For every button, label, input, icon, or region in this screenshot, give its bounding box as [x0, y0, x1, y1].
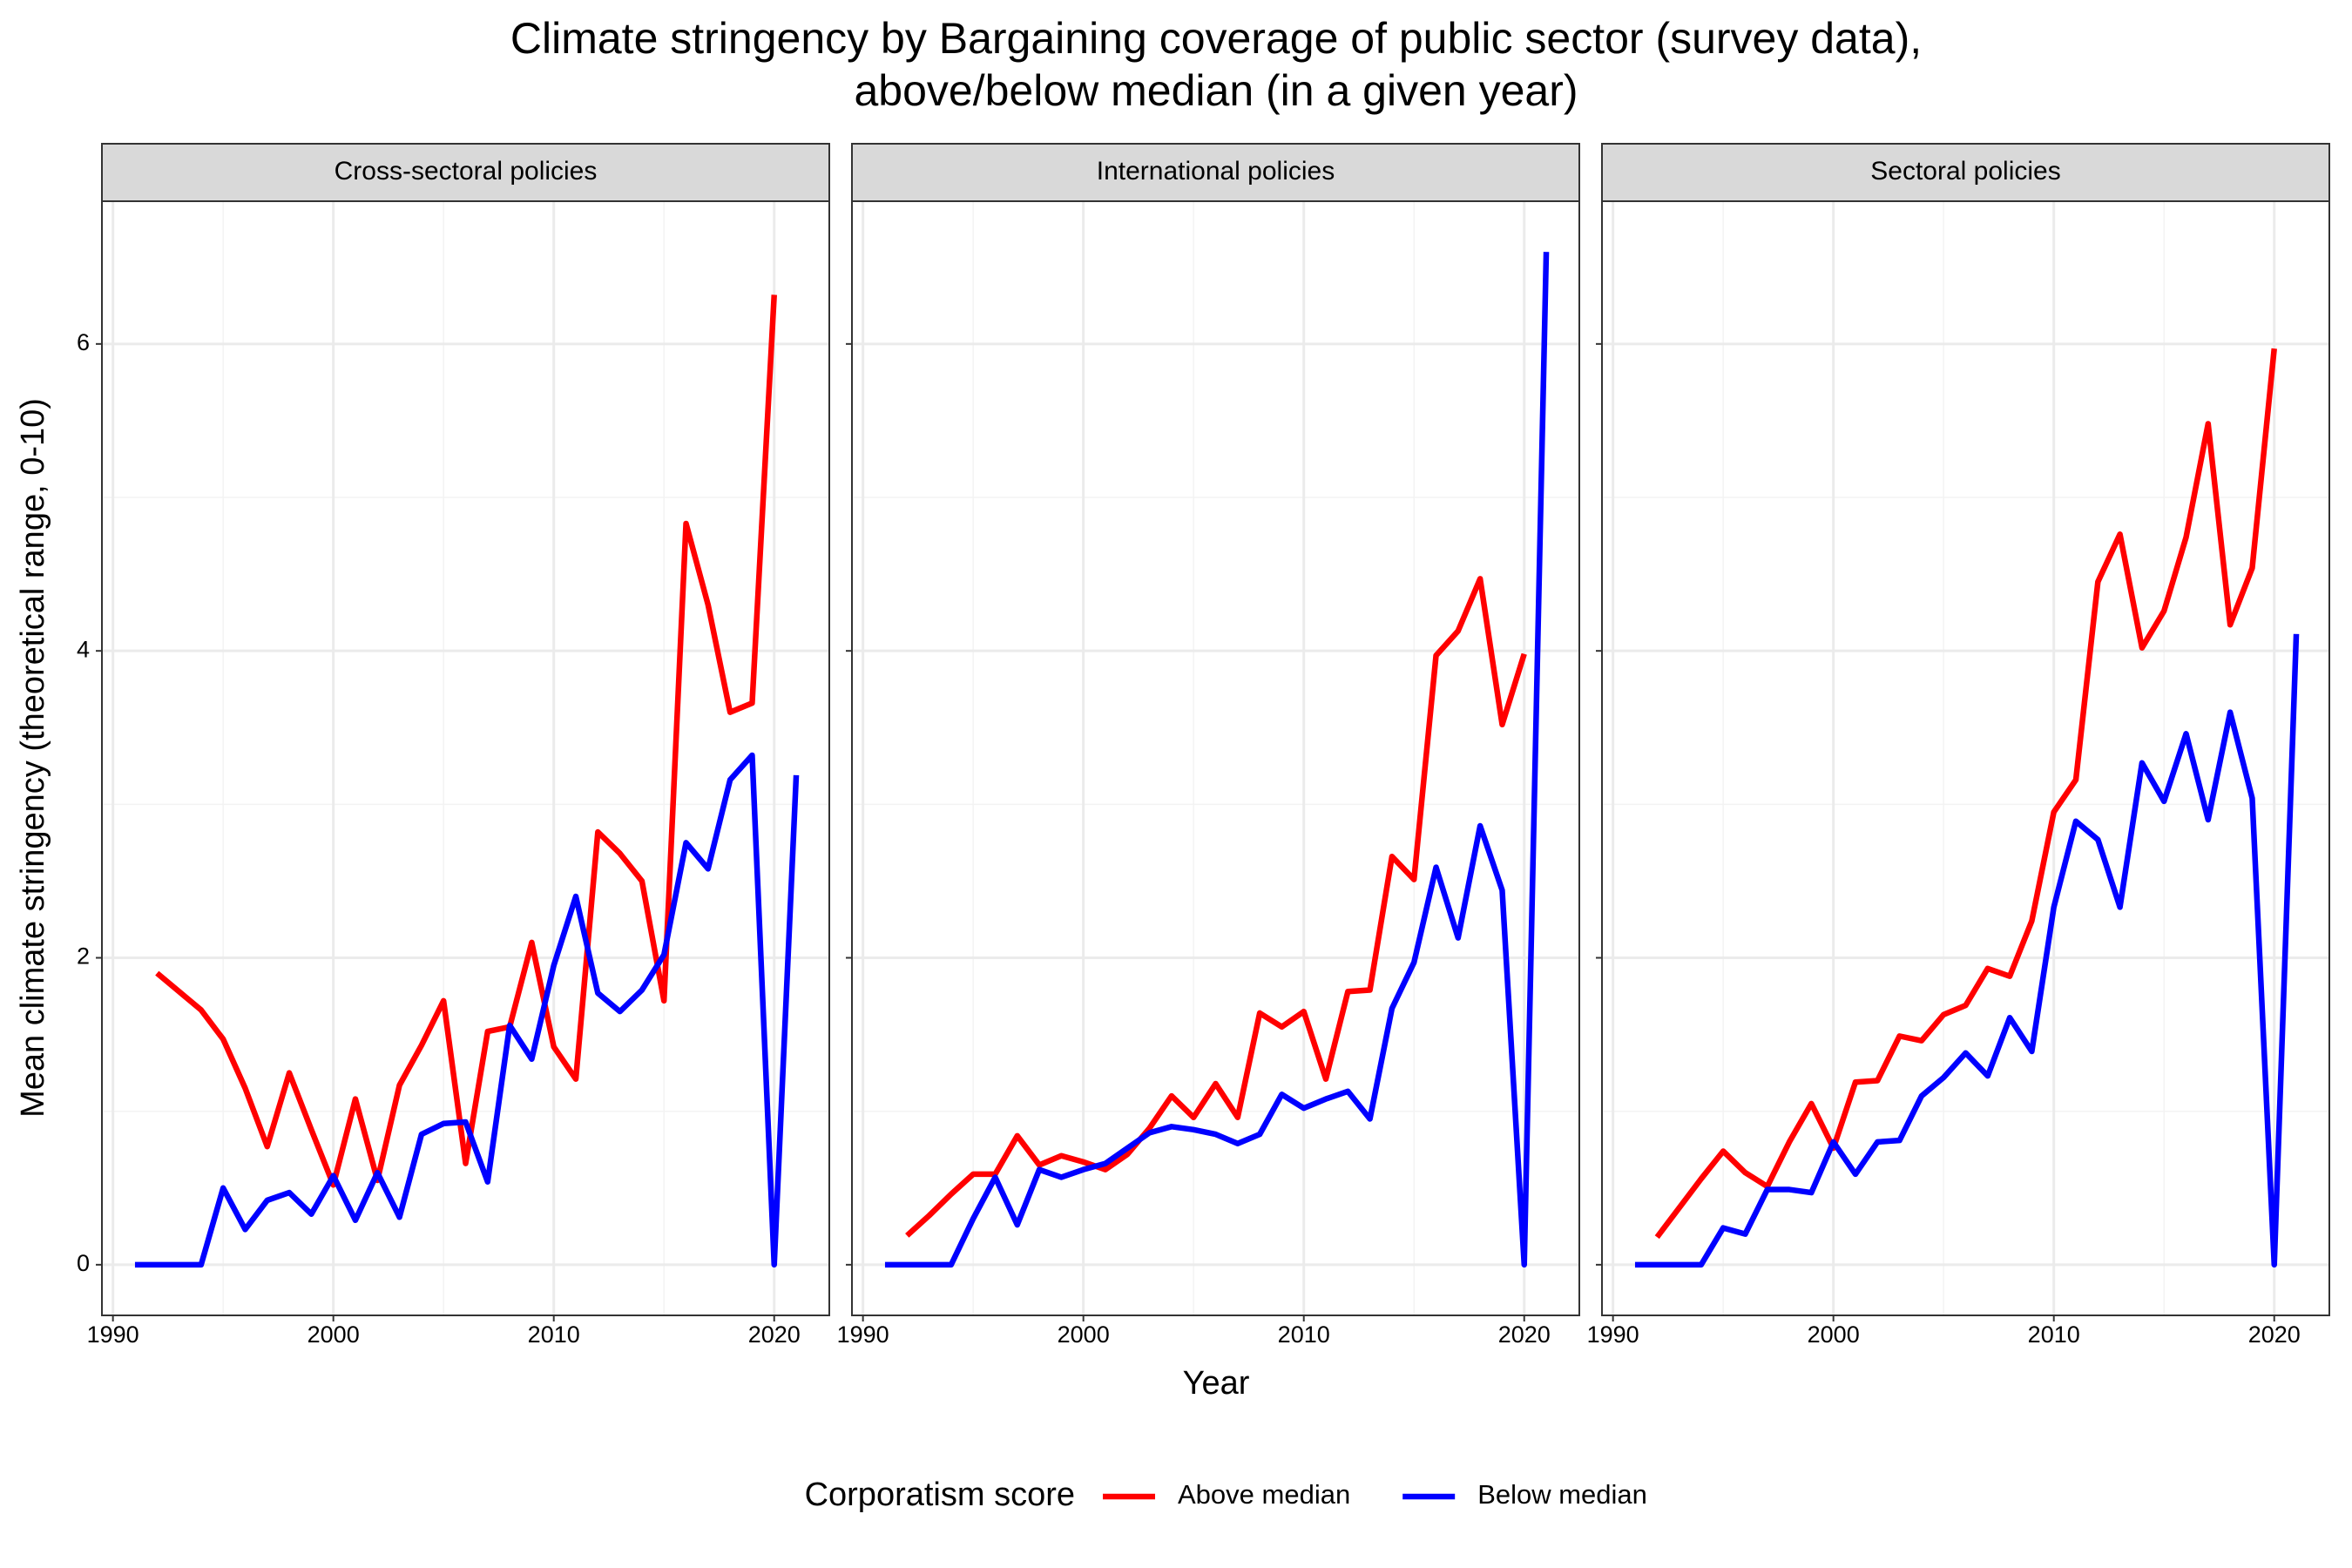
- x-tick-label: 2000: [1808, 1321, 1860, 1348]
- strip-label: International policies: [1097, 157, 1335, 186]
- strip-label: Sectoral policies: [1870, 157, 2060, 186]
- x-tick-label: 2000: [308, 1321, 360, 1348]
- legend-label: Above median: [1178, 1479, 1350, 1510]
- strip-label: Cross-sectoral policies: [335, 157, 598, 186]
- series-line: [134, 752, 800, 1268]
- y-tick-label: 4: [77, 636, 90, 662]
- x-axis-title: Year: [1183, 1365, 1250, 1402]
- series-line: [905, 576, 1527, 1238]
- chart-subtitle: above/below median (in a given year): [854, 66, 1578, 115]
- y-tick-label: 6: [77, 329, 90, 355]
- x-tick-label: 2010: [1278, 1321, 1330, 1348]
- x-tick-label: 1990: [1587, 1321, 1639, 1348]
- x-tick-label: 2010: [2028, 1321, 2080, 1348]
- x-tick-label: 1990: [87, 1321, 139, 1348]
- chart-title: Climate stringency by Bargaining coverag…: [510, 14, 1922, 63]
- strip: [1601, 143, 2330, 202]
- series-line: [1634, 633, 2300, 1268]
- series-line: [884, 252, 1550, 1268]
- y-tick-label: 2: [77, 943, 90, 970]
- legend-label: Below median: [1477, 1479, 1647, 1510]
- strip: [851, 143, 1580, 202]
- series-line: [1654, 348, 2277, 1240]
- x-tick-label: 2020: [1498, 1321, 1551, 1348]
- x-tick-label: 2020: [2248, 1321, 2301, 1348]
- x-tick-label: 2010: [528, 1321, 580, 1348]
- y-axis-title: Mean climate stringency (theoretical ran…: [15, 398, 51, 1118]
- legend-title: Corporatism score: [805, 1477, 1075, 1513]
- x-tick-label: 1990: [837, 1321, 889, 1348]
- series-line: [155, 294, 777, 1188]
- x-tick-label: 2020: [748, 1321, 801, 1348]
- x-tick-label: 2000: [1058, 1321, 1110, 1348]
- strip: [101, 143, 830, 202]
- y-tick-label: 0: [77, 1250, 90, 1276]
